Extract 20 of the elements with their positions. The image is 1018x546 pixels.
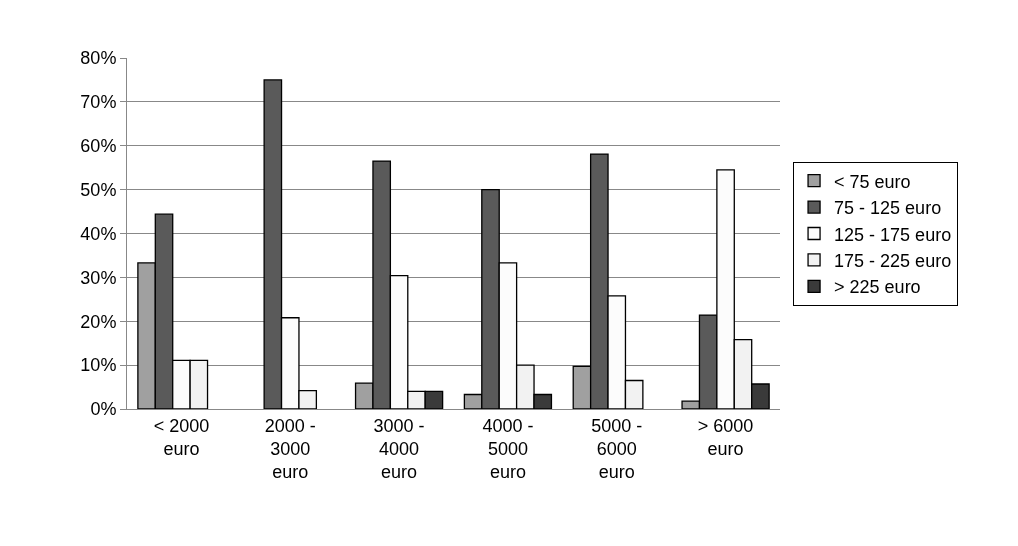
x-tick-label: 3000 - 4000 euro: [373, 415, 425, 483]
y-tick-label: 50%: [80, 179, 117, 200]
y-tick-label: 30%: [80, 267, 117, 288]
x-tick-label: > 6000 euro: [697, 415, 754, 459]
y-tick-label: 20%: [80, 311, 117, 332]
legend-label: < 75 euro: [834, 171, 911, 192]
legend-label: 125 - 175 euro: [834, 224, 952, 245]
y-tick-label: 60%: [80, 136, 117, 157]
y-tick-label: 70%: [80, 92, 117, 113]
y-tick-label: 80%: [80, 48, 117, 69]
legend-label: > 225 euro: [834, 277, 921, 298]
y-tick-label: 10%: [80, 355, 117, 376]
y-tick-label: 0%: [90, 399, 117, 420]
x-tick-label: 4000 - 5000 euro: [482, 415, 534, 483]
x-tick-label: 2000 - 3000 euro: [264, 415, 316, 483]
legend-label: 75 - 125 euro: [834, 198, 942, 219]
y-tick-label: 40%: [80, 223, 117, 244]
x-tick-label: < 2000 euro: [153, 415, 210, 459]
x-tick-label: 5000 - 6000 euro: [591, 415, 643, 483]
legend-label: 175 - 225 euro: [834, 250, 952, 271]
